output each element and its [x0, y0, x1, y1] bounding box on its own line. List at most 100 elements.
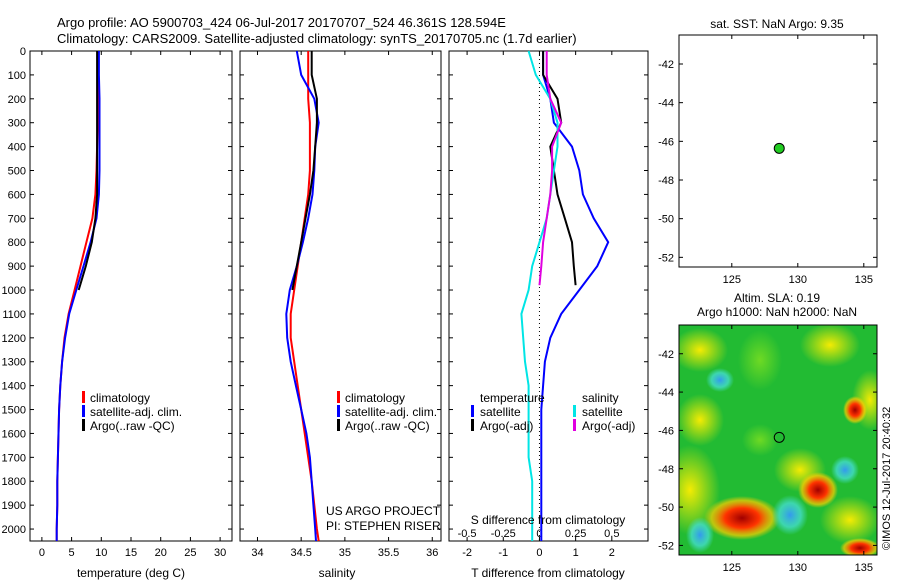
lat-tick-label: -50 — [658, 502, 674, 514]
temperature-lines — [55, 51, 101, 541]
depth-tick-label: 1500 — [2, 405, 26, 417]
difference-legend: temperature salinity satellite Argo(-adj… — [471, 391, 635, 433]
x-tick-label: 34.5 — [290, 547, 311, 559]
temperature-axes — [29, 50, 233, 542]
sla-blob — [738, 330, 782, 390]
sst-map-panel: sat. SST: NaN Argo: 9.35 125 130 135 -42 -44… — [658, 17, 878, 286]
x-tick-label: 36 — [426, 547, 438, 559]
sla-map-panel: Altim. SLA: 0.19 Argo h1000: NaN h2000: … — [658, 291, 878, 574]
legend-label-satellite: satellite-adj. clim. — [345, 405, 437, 419]
legend-swatch-climatology — [82, 391, 85, 403]
lon-tick-label: 125 — [723, 274, 741, 286]
legend-swatch-s-argo — [573, 419, 576, 431]
lat-tick-label: -52 — [658, 252, 674, 264]
legend-swatch-argo — [82, 419, 85, 431]
depth-tick-label: 1100 — [2, 309, 26, 321]
lat-tick-label: -44 — [658, 98, 674, 110]
s-tick-label: -0.5 — [458, 528, 477, 540]
sla-blob — [843, 396, 867, 424]
x-tick-label: 34 — [251, 547, 263, 559]
legend-label-s-satellite: satellite — [582, 405, 623, 419]
depth-tick-label: 2000 — [2, 524, 26, 536]
legend-title-salinity: salinity — [582, 391, 619, 405]
legend-label-argo: Argo(..raw -QC) — [90, 419, 175, 433]
temperature-panel: 0100200300400500600700800900100011001200… — [2, 46, 233, 580]
x-tick-label: 0 — [536, 547, 542, 559]
sla-blob — [840, 538, 877, 555]
x-tick-label: 10 — [95, 547, 107, 559]
s-tick-label: 0 — [536, 528, 542, 540]
legend-label-s-argo: Argo(-adj) — [582, 419, 635, 433]
sst-map-ticks: 125 130 135 -42 -44 -46 -48 -50 -52 — [658, 35, 877, 286]
sla-blob — [704, 496, 780, 540]
sla-blob — [820, 496, 877, 544]
legend-label-satellite: satellite-adj. clim. — [90, 405, 182, 419]
argo-position-marker — [773, 142, 785, 154]
depth-tick-label: 1900 — [2, 500, 26, 512]
series-line-climatology — [289, 51, 320, 542]
depth-tick-label: 500 — [8, 166, 26, 178]
lat-tick-label: -48 — [658, 175, 674, 187]
salinity-axes — [239, 50, 442, 542]
x-tick-label: 35.5 — [378, 547, 399, 559]
depth-tick-label: 1300 — [2, 357, 26, 369]
sla-blob — [772, 495, 808, 535]
series-line-satellite-adj-clim — [285, 50, 320, 542]
sla-map-points — [773, 431, 785, 443]
temperature-xlabel: temperature (deg C) — [77, 566, 185, 580]
depth-tick-label: 400 — [8, 142, 26, 154]
imos-timestamp: ©IMOS 12-Jul-2017 20:40:32 — [881, 407, 893, 550]
legend-label-argo: Argo(..raw -QC) — [345, 419, 430, 433]
sst-map-title: sat. SST: NaN Argo: 9.35 — [710, 17, 844, 31]
sla-blob — [831, 456, 859, 484]
series-line-satellite — [540, 51, 610, 541]
s-difference-label: S difference from climatology — [471, 513, 626, 527]
lon-tick-label: 125 — [723, 562, 741, 574]
argo-position-marker — [773, 431, 785, 443]
salinity-panel: 34 34.5 35 35.5 36 salinity climatology sate… — [239, 50, 442, 580]
x-tick-label: 1 — [573, 547, 579, 559]
x-tick-label: 0 — [39, 547, 45, 559]
lon-tick-label: 135 — [855, 562, 873, 574]
x-tick-label: 20 — [155, 547, 167, 559]
sla-blob — [706, 368, 734, 392]
series-line-argo-raw-qc — [77, 51, 99, 291]
legend-label-t-argo: Argo(-adj) — [480, 419, 533, 433]
sst-map-points — [773, 142, 785, 154]
legend-title-temperature: temperature — [480, 391, 545, 405]
legend-swatch-argo — [337, 419, 340, 431]
x-tick-label: 35 — [339, 547, 351, 559]
depth-tick-label: 1400 — [2, 381, 26, 393]
difference-ticks: -2 -1 0 1 2 -0.5 -0.25 0 0.25 0.5 — [449, 50, 648, 559]
temperature-ticks: 0100200300400500600700800900100011001200… — [2, 46, 232, 559]
x-tick-label: 15 — [125, 547, 137, 559]
depth-tick-label: 1000 — [2, 285, 26, 297]
sla-map-title: Altim. SLA: 0.19 — [734, 291, 820, 305]
depth-tick-label: 1200 — [2, 333, 26, 345]
x-tick-label: 5 — [69, 547, 75, 559]
series-line-argo-raw-qc — [291, 51, 318, 291]
figure-title-line2: Climatology: CARS2009. Satellite-adjuste… — [57, 31, 577, 46]
s-tick-label: 0.5 — [604, 528, 619, 540]
lon-tick-label: 130 — [789, 562, 807, 574]
legend-swatch-satellite — [82, 405, 85, 417]
series-line-climatology — [55, 51, 100, 541]
sla-map-ticks: 125 130 135 -42 -44 -46 -48 -50 -52 — [658, 325, 877, 574]
x-tick-label: -1 — [498, 547, 508, 559]
x-tick-label: 2 — [609, 547, 615, 559]
depth-tick-label: 300 — [8, 118, 26, 130]
lon-tick-label: 135 — [855, 274, 873, 286]
sla-map-subtitle: Argo h1000: NaN h2000: NaN — [697, 305, 857, 319]
legend-swatch-satellite — [337, 405, 340, 417]
salinity-legend: climatology satellite-adj. clim. Argo(..… — [337, 391, 437, 433]
legend-label-climatology: climatology — [345, 391, 405, 405]
sla-blob — [686, 517, 714, 553]
lat-tick-label: -52 — [658, 540, 674, 552]
difference-panel: -2 -1 0 1 2 -0.5 -0.25 0 0.25 0.5 S difference fr… — [448, 50, 649, 580]
depth-tick-label: 1700 — [2, 452, 26, 464]
lat-tick-label: -46 — [658, 136, 674, 148]
legend-swatch-climatology — [337, 391, 340, 403]
salinity-ticks: 34 34.5 35 35.5 36 — [240, 50, 441, 559]
sla-blob — [742, 424, 778, 456]
pi-credit: PI: STEPHEN RISER — [326, 519, 441, 533]
